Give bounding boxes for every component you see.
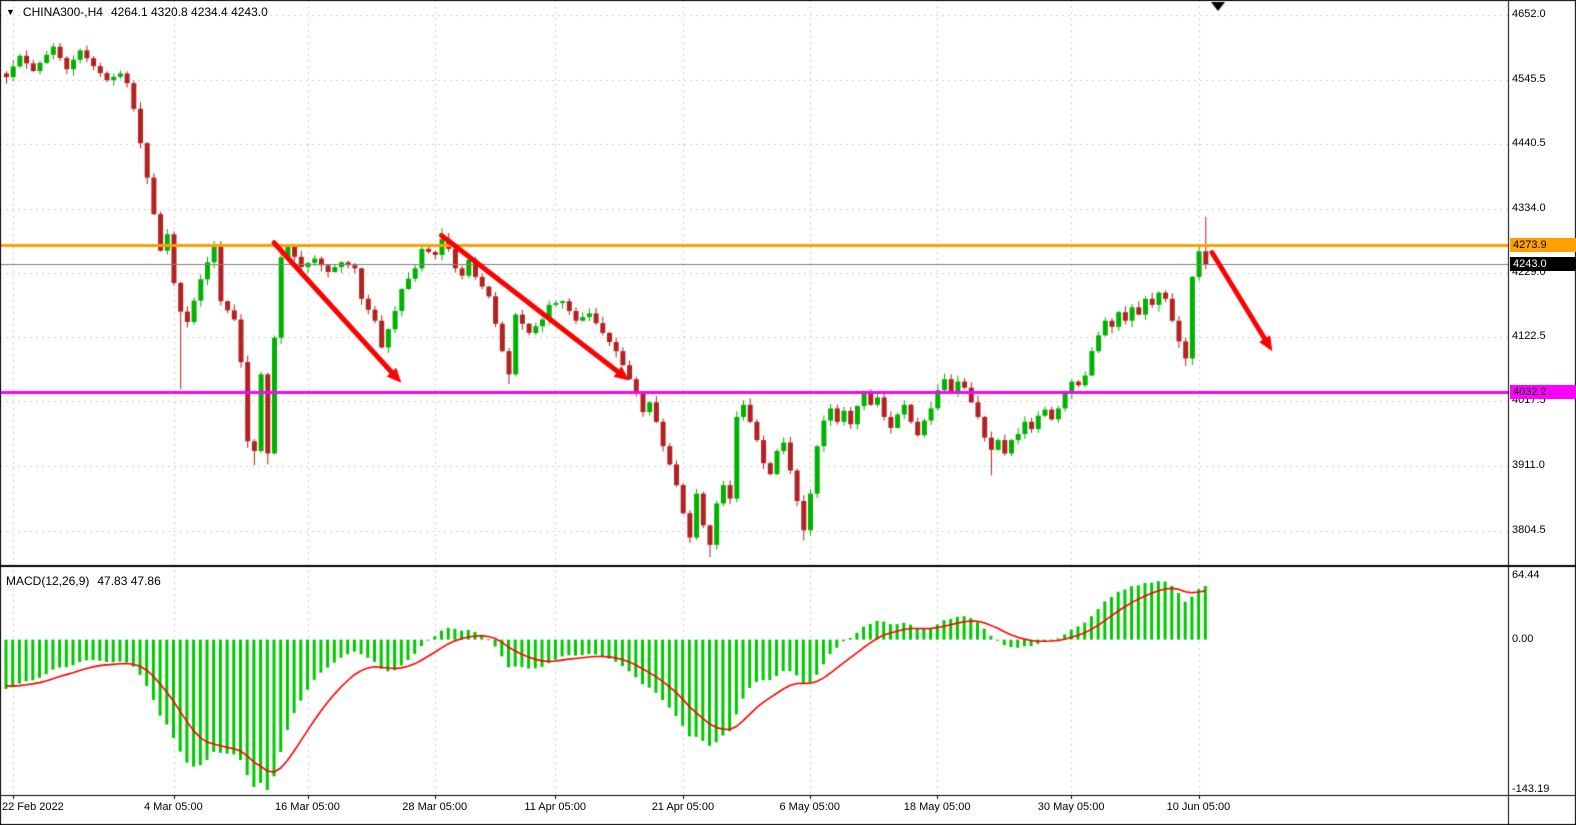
macd-indicator-values: 47.83 47.86 — [97, 574, 161, 588]
collapse-triangle-icon[interactable]: ▼ — [6, 7, 15, 17]
symbol-period-label: CHINA300-,H4 — [22, 5, 103, 19]
macd-indicator-label: MACD(12,26,9) — [6, 574, 90, 588]
macd-header: MACD(12,26,9) 47.83 47.86 — [6, 574, 161, 588]
symbol-ohlc-values: 4264.1 4320.8 4234.4 4243.0 — [110, 5, 268, 19]
symbol-header: ▼ CHINA300-,H4 4264.1 4320.8 4234.4 4243… — [6, 5, 268, 19]
